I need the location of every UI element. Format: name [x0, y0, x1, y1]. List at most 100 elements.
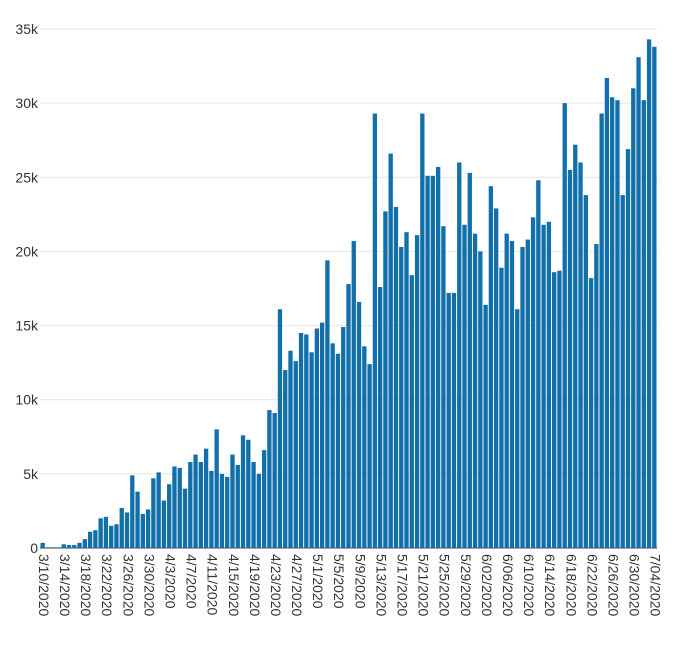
bar [177, 467, 182, 548]
bar [130, 475, 135, 548]
bar [277, 309, 283, 548]
bar [420, 113, 425, 548]
bar [251, 461, 256, 548]
x-tick-label: 5/17/2020 [395, 554, 411, 616]
bar [167, 484, 172, 548]
x-tick-label: 4/27/2020 [289, 554, 305, 616]
y-tick-label: 0 [30, 540, 38, 556]
y-tick-label: 5k [23, 466, 39, 482]
bar [346, 284, 351, 548]
bar [288, 350, 293, 548]
bar [610, 97, 615, 548]
bar [109, 525, 114, 548]
bar [193, 454, 198, 548]
x-tick-label: 6/26/2020 [605, 554, 621, 616]
x-tick-label: 3/30/2020 [141, 554, 157, 616]
bar-series [40, 39, 657, 549]
x-tick-label: 4/23/2020 [268, 554, 284, 616]
bar [399, 246, 404, 549]
x-tick-label: 5/21/2020 [416, 554, 432, 616]
bar [557, 270, 562, 548]
x-tick-label: 3/22/2020 [99, 554, 115, 616]
bar [325, 260, 330, 548]
bar [172, 466, 177, 548]
x-tick-label: 4/3/2020 [162, 554, 178, 609]
bar [261, 450, 267, 548]
bar [594, 244, 599, 548]
bar [620, 195, 625, 548]
bar [625, 149, 631, 548]
bar [66, 545, 72, 548]
bar [588, 278, 594, 548]
y-tick-label: 35k [15, 21, 39, 37]
y-tick-label: 10k [15, 392, 39, 408]
bar [504, 233, 509, 549]
bar [599, 113, 604, 548]
bar [151, 478, 156, 548]
bar [93, 530, 98, 548]
bar [330, 343, 335, 548]
bar [631, 88, 636, 549]
bar [499, 267, 504, 548]
bar [393, 206, 399, 548]
bar [383, 211, 388, 549]
bar [451, 292, 457, 548]
x-tick-label: 4/11/2020 [205, 554, 221, 615]
bar [225, 476, 230, 548]
bar [272, 413, 277, 548]
x-tick-label: 4/19/2020 [247, 554, 263, 616]
bar [541, 224, 546, 549]
bar [214, 429, 219, 548]
bar [583, 195, 588, 548]
bar [646, 39, 652, 548]
x-tick-label: 4/15/2020 [226, 554, 242, 616]
bar [56, 547, 61, 548]
bar [652, 46, 657, 549]
bar [103, 516, 109, 548]
bar [51, 547, 56, 548]
bar [562, 103, 567, 549]
x-tick-label: 6/30/2020 [627, 554, 643, 616]
bar [219, 473, 225, 548]
bar [483, 304, 488, 548]
bar [304, 334, 309, 548]
bar [72, 545, 77, 548]
bar [552, 272, 557, 548]
x-tick-label: 6/14/2020 [542, 554, 558, 616]
bar [314, 328, 320, 548]
bar [530, 217, 536, 548]
bar [372, 113, 378, 548]
bar [77, 542, 82, 548]
bar [441, 226, 446, 548]
bar [256, 473, 262, 548]
bar [140, 513, 145, 548]
bar [388, 153, 393, 548]
bar [298, 332, 304, 548]
bar [604, 77, 610, 548]
bar [188, 461, 193, 548]
bar [457, 162, 462, 548]
bar [362, 346, 367, 548]
bar [435, 166, 441, 549]
bar [430, 175, 436, 548]
bar [114, 524, 119, 548]
bar [209, 470, 214, 548]
bar [472, 233, 478, 549]
x-tick-label: 3/18/2020 [78, 554, 94, 616]
x-tick-label: 5/13/2020 [373, 554, 389, 616]
bar [230, 454, 235, 548]
y-tick-label: 20k [15, 243, 39, 259]
bar [156, 472, 161, 548]
bar [82, 539, 87, 548]
bar [145, 509, 151, 548]
bar [462, 224, 467, 549]
bar [520, 246, 525, 549]
bar [246, 439, 251, 548]
bar [98, 518, 103, 548]
bar [578, 162, 583, 548]
bar [61, 544, 66, 548]
bar [509, 241, 515, 548]
bar [414, 235, 420, 549]
y-tick-label: 25k [15, 169, 39, 185]
bar [573, 144, 578, 549]
